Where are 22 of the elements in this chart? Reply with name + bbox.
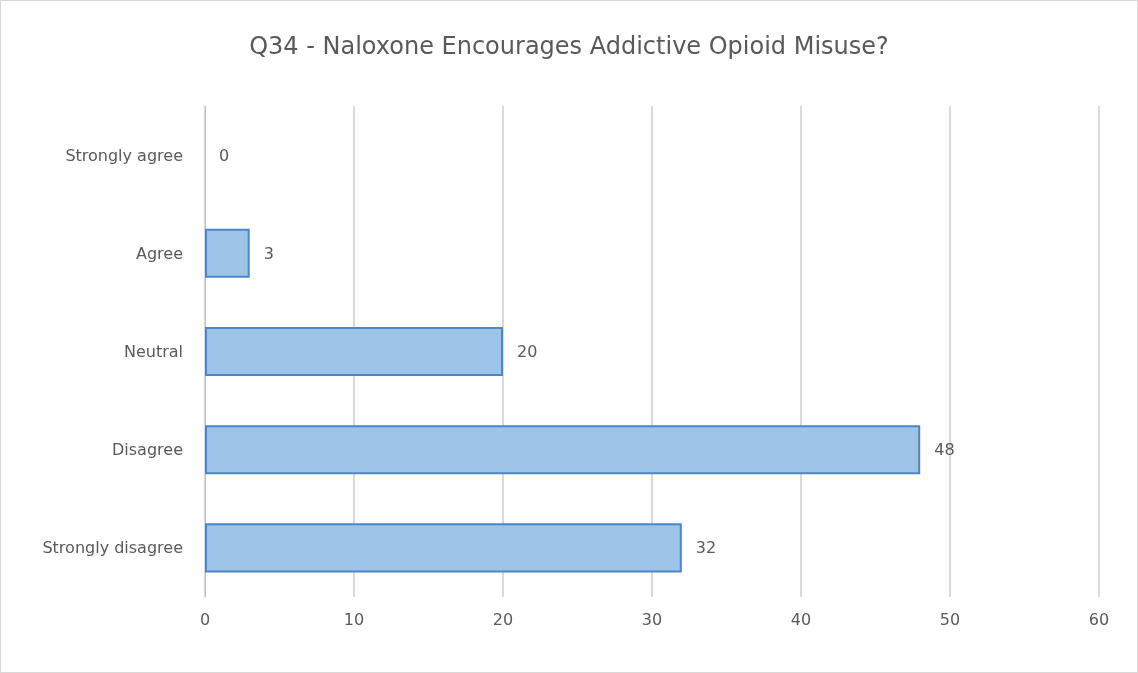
y-tick-label: Strongly disagree (42, 538, 183, 558)
x-tick-label: 60 (1088, 609, 1110, 629)
data-label: 20 (517, 342, 538, 361)
data-label: 3 (263, 243, 274, 263)
chart-title: Q34 - Naloxone Encourages Addictive Opioid Misuse? (249, 32, 889, 60)
y-tick-label: Disagree (112, 440, 183, 460)
bar (205, 523, 682, 573)
bar (205, 425, 921, 475)
bar (205, 228, 250, 278)
data-label: 48 (934, 440, 955, 460)
x-tick-label: 0 (199, 609, 211, 629)
x-tick-label: 20 (492, 609, 514, 629)
x-tick-label: 30 (641, 609, 663, 629)
data-label: 32 (695, 538, 717, 558)
y-tick-label: Agree (135, 243, 183, 263)
x-tick-label: 50 (939, 609, 961, 629)
y-tick-label: Neutral (123, 342, 183, 361)
x-tick-label: 40 (790, 609, 812, 629)
y-tick-label: Strongly agree (65, 145, 183, 165)
bar (205, 326, 503, 377)
x-tick-label: 10 (343, 609, 365, 629)
data-label: 0 (219, 145, 230, 165)
